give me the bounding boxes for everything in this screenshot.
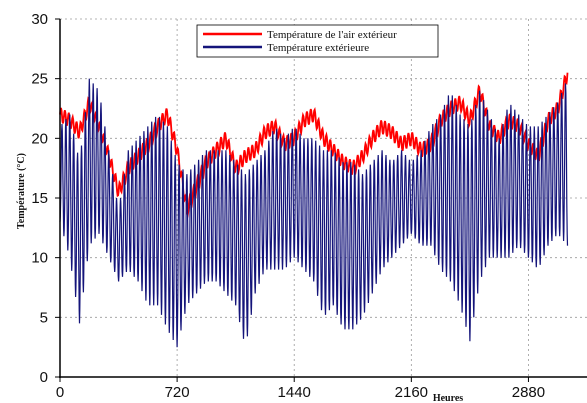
- y-axis-label: Température (°C): [16, 153, 27, 229]
- legend-box: [196, 24, 439, 58]
- y-tick-label: 15: [31, 190, 48, 207]
- x-tick-label: 1440: [278, 384, 311, 401]
- x-tick-label: 720: [165, 384, 190, 401]
- y-tick-label: 30: [31, 11, 48, 28]
- series-line-outdoor-temperature: [59, 78, 569, 348]
- y-tick-label: 5: [40, 309, 48, 326]
- y-tick-label: 10: [31, 250, 48, 267]
- x-tick-label: 2160: [395, 384, 428, 401]
- legend-label-ext: Température extérieure: [267, 42, 369, 54]
- x-axis-label: Heures: [433, 393, 463, 403]
- x-tick-label: 0: [56, 384, 64, 401]
- legend-label-air: Température de l'air extérieur: [267, 29, 397, 41]
- y-tick-label: 20: [31, 130, 48, 147]
- x-tick-label: 2880: [512, 384, 545, 401]
- y-tick-label: 25: [31, 71, 48, 88]
- plot-area: [59, 72, 569, 348]
- tick-labels: 0 5 10 15 20 25 30 0 720 1440 2160 2880: [31, 11, 545, 401]
- y-tick-label: 0: [40, 369, 48, 386]
- legend: Température de l'air extérieur Températu…: [196, 24, 439, 58]
- axes: [55, 18, 587, 382]
